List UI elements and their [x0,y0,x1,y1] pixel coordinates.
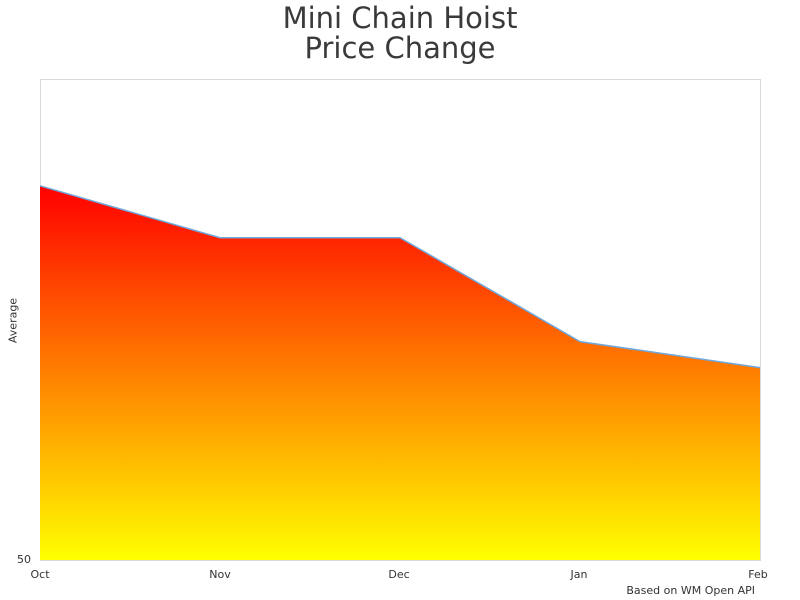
chart-title-line1: Mini Chain Hoist [282,1,518,35]
y-tick-min: 50 [17,553,31,566]
y-axis-label: Average [6,297,20,344]
chart-title-line2: Price Change [304,31,496,65]
chart-title: Mini Chain Hoist Price Change [0,0,800,63]
credit-text: Based on WM Open API [626,584,755,597]
x-tick-jan: Jan [570,568,588,581]
x-tick-oct: Oct [30,568,50,581]
series-line [39,185,761,369]
x-tick-dec: Dec [388,568,410,581]
x-tick-nov: Nov [209,568,231,581]
area-series [40,185,760,561]
x-tick-feb: Feb [748,568,768,581]
